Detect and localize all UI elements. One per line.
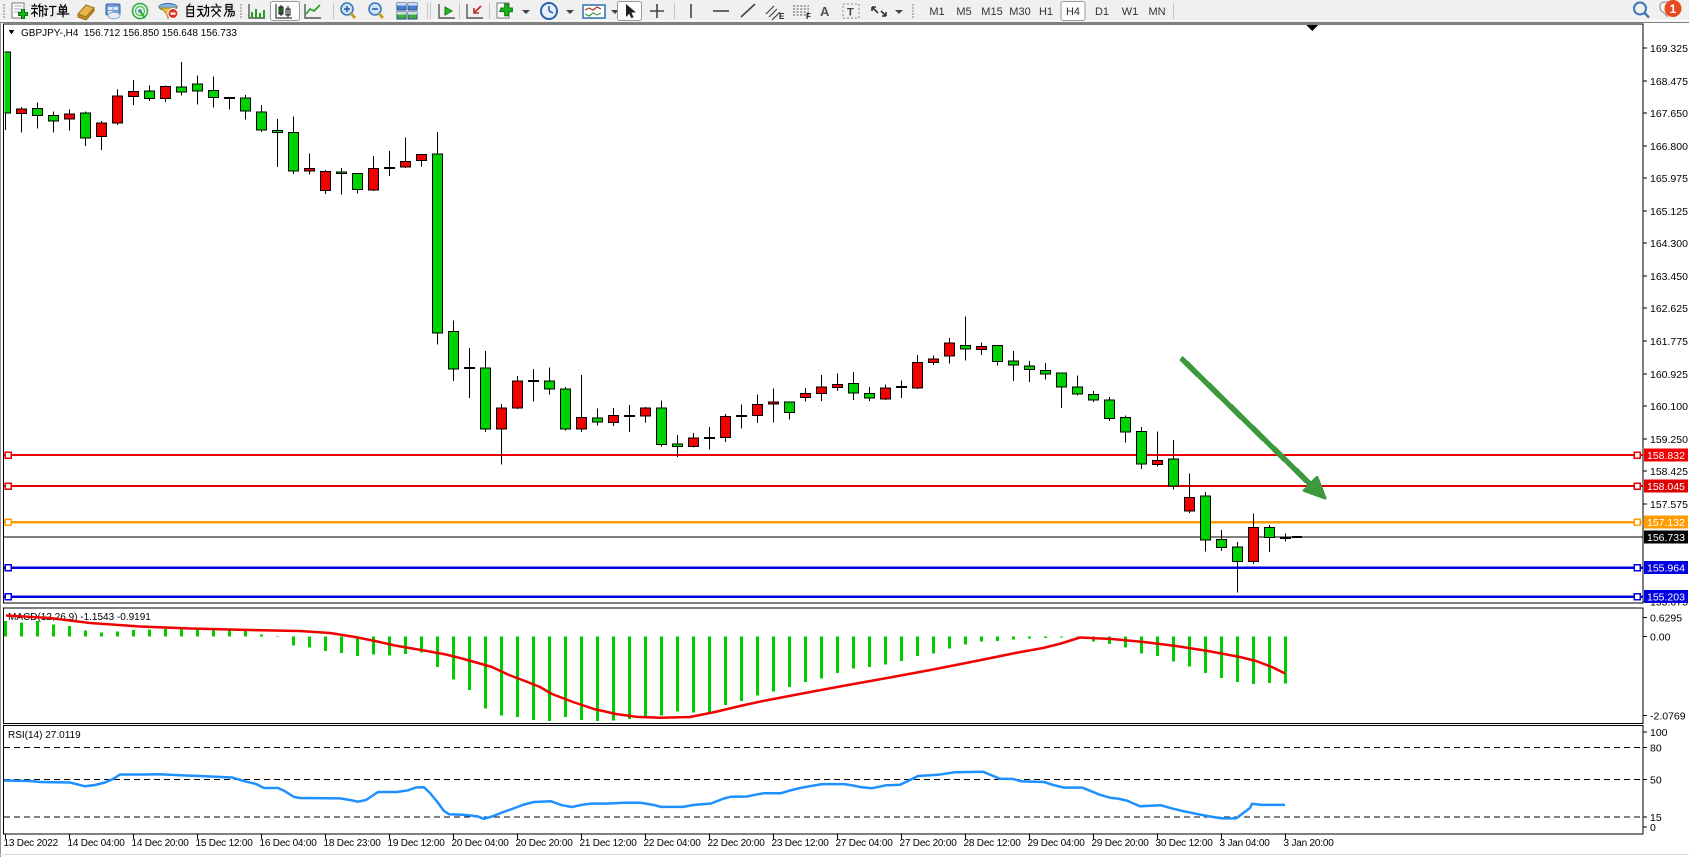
svg-text:RSI(14) 27.0119: RSI(14) 27.0119: [8, 730, 81, 741]
svg-text:163.450: 163.450: [1650, 271, 1688, 283]
svg-text:15: 15: [1650, 812, 1662, 824]
svg-text:3 Jan 04:00: 3 Jan 04:00: [1220, 838, 1271, 849]
svg-text:MACD(12,26,9) -1.1543 -0.9191: MACD(12,26,9) -1.1543 -0.9191: [8, 612, 151, 623]
svg-text:15 Dec 12:00: 15 Dec 12:00: [196, 838, 254, 849]
svg-text:155.964: 155.964: [1647, 563, 1685, 575]
svg-text:16 Dec 04:00: 16 Dec 04:00: [260, 838, 318, 849]
svg-text:164.300: 164.300: [1650, 238, 1688, 250]
svg-text:159.250: 159.250: [1650, 434, 1688, 446]
svg-text:21 Dec 12:00: 21 Dec 12:00: [580, 838, 638, 849]
svg-text:162.625: 162.625: [1650, 303, 1688, 315]
svg-text:161.775: 161.775: [1650, 336, 1688, 348]
svg-text:0.00: 0.00: [1650, 632, 1671, 644]
svg-text:M15: M15: [981, 6, 1002, 18]
svg-text:165.125: 165.125: [1650, 206, 1688, 218]
svg-text:155.203: 155.203: [1647, 592, 1685, 604]
svg-text:27 Dec 04:00: 27 Dec 04:00: [836, 838, 894, 849]
svg-text:GBPJPY-,H4 156.712 156.850 15: GBPJPY-,H4 156.712 156.850 156.648 156.7…: [21, 28, 237, 39]
svg-text:50: 50: [1650, 774, 1662, 786]
svg-text:158.045: 158.045: [1647, 481, 1685, 493]
svg-text:167.650: 167.650: [1650, 108, 1688, 120]
svg-text:100: 100: [1650, 727, 1668, 739]
svg-text:20 Dec 20:00: 20 Dec 20:00: [516, 838, 574, 849]
svg-text:M30: M30: [1009, 6, 1030, 18]
svg-text:29 Dec 20:00: 29 Dec 20:00: [1092, 838, 1150, 849]
svg-text:H1: H1: [1039, 6, 1053, 18]
svg-text:157.132: 157.132: [1647, 517, 1685, 529]
svg-text:80: 80: [1650, 743, 1662, 755]
svg-text:-2.0769: -2.0769: [1650, 711, 1686, 723]
svg-text:165.975: 165.975: [1650, 173, 1688, 185]
svg-text:30 Dec 12:00: 30 Dec 12:00: [1156, 838, 1214, 849]
svg-text:166.800: 166.800: [1650, 141, 1688, 153]
svg-text:14 Dec 04:00: 14 Dec 04:00: [68, 838, 126, 849]
svg-text:1: 1: [1670, 2, 1677, 16]
svg-text:0: 0: [1650, 822, 1656, 834]
svg-text:168.475: 168.475: [1650, 76, 1688, 88]
svg-text:22 Dec 04:00: 22 Dec 04:00: [644, 838, 702, 849]
svg-text:M5: M5: [956, 6, 971, 18]
svg-text:160.925: 160.925: [1650, 369, 1688, 381]
svg-text:19 Dec 12:00: 19 Dec 12:00: [388, 838, 446, 849]
svg-text:22 Dec 20:00: 22 Dec 20:00: [708, 838, 766, 849]
svg-text:29 Dec 04:00: 29 Dec 04:00: [1028, 838, 1086, 849]
svg-text:20 Dec 04:00: 20 Dec 04:00: [452, 838, 510, 849]
svg-text:158.832: 158.832: [1647, 450, 1685, 462]
svg-text:3 Jan 20:00: 3 Jan 20:00: [1284, 838, 1335, 849]
svg-text:D1: D1: [1095, 6, 1109, 18]
svg-text:158.425: 158.425: [1650, 466, 1688, 478]
svg-text:27 Dec 20:00: 27 Dec 20:00: [900, 838, 958, 849]
svg-text:18 Dec 23:00: 18 Dec 23:00: [324, 838, 382, 849]
svg-text:A: A: [820, 4, 830, 19]
svg-text:13 Dec 2022: 13 Dec 2022: [4, 838, 59, 849]
svg-text:14 Dec 20:00: 14 Dec 20:00: [132, 838, 190, 849]
svg-text:156.733: 156.733: [1647, 532, 1685, 544]
svg-text:W1: W1: [1122, 6, 1139, 18]
svg-text:T: T: [847, 7, 854, 19]
svg-text:H4: H4: [1066, 6, 1080, 18]
svg-text:F: F: [806, 12, 811, 21]
svg-text:28 Dec 12:00: 28 Dec 12:00: [964, 838, 1022, 849]
svg-text:MN: MN: [1148, 6, 1165, 18]
svg-text:169.325: 169.325: [1650, 43, 1688, 55]
svg-text:160.100: 160.100: [1650, 401, 1688, 413]
svg-text:0.6295: 0.6295: [1650, 613, 1682, 625]
svg-text:23 Dec 12:00: 23 Dec 12:00: [772, 838, 830, 849]
svg-text:M1: M1: [929, 6, 944, 18]
svg-text:E: E: [779, 12, 785, 21]
svg-text:157.575: 157.575: [1650, 499, 1688, 511]
